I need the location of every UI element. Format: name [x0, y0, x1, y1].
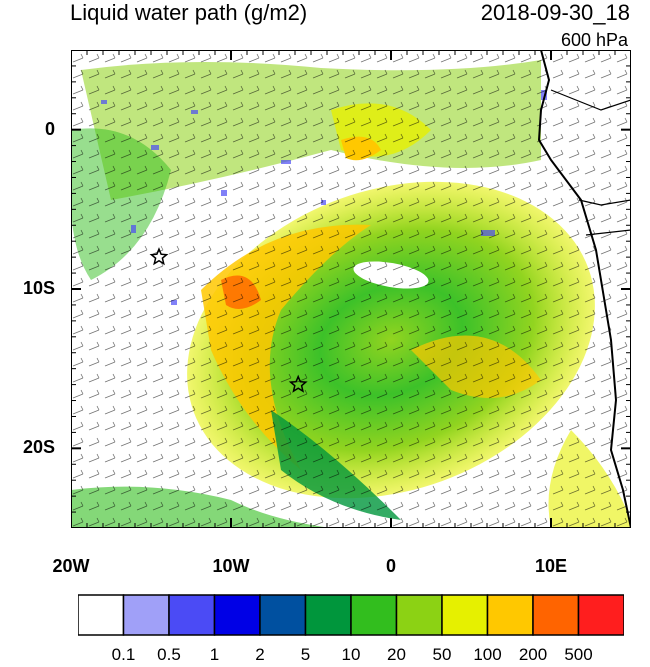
colorbar-swatch: [486, 594, 534, 636]
lat-tick-label: 0: [44, 118, 55, 139]
colorbar-swatch: [577, 594, 624, 636]
colorbar-swatch: [441, 594, 489, 636]
colorbar-label: 2: [255, 645, 265, 664]
star-marker-2: [288, 374, 308, 393]
colorbar-swatch: [350, 594, 398, 636]
colorbar-label: 200: [518, 645, 548, 664]
colorbar-label: 500: [564, 645, 593, 664]
colorbar-swatch: [168, 594, 216, 636]
colorbar-label: 0.5: [157, 645, 181, 664]
colorbar-swatch: [395, 594, 443, 636]
colorbar-swatch: [78, 594, 125, 636]
colorbar: [78, 594, 624, 636]
colorbar-label: 0.1: [111, 645, 136, 664]
lon-tick-label: 0: [385, 556, 397, 576]
lwp-field: [71, 50, 631, 528]
star-marker-1: [149, 247, 169, 266]
colorbar-swatch: [532, 594, 580, 636]
marker-layer: [149, 247, 308, 393]
lon-tick-label: 10W: [212, 556, 250, 576]
colorbar-swatch: [304, 594, 352, 636]
map-datetime: 2018-09-30_18: [480, 0, 630, 25]
colorbar-swatch: [122, 594, 170, 636]
lon-tick-label: 20W: [52, 556, 90, 576]
lon-tick-label: 10E: [534, 556, 568, 576]
colorbar-label: 50: [432, 645, 452, 664]
colorbar-label: 10: [341, 645, 361, 664]
colorbar-label: 20: [387, 645, 406, 664]
lat-tick-label: 20S: [22, 437, 55, 458]
colorbar-swatch: [259, 594, 307, 636]
colorbar-label: 1: [209, 645, 220, 664]
lat-tick-label: 10S: [22, 278, 55, 298]
colorbar-swatch: [213, 594, 261, 636]
colorbar-label: 5: [300, 645, 311, 664]
map-panel: [70, 49, 632, 529]
map-title: Liquid water path (g/m2): [70, 0, 308, 25]
pressure-level: 600 hPa: [560, 30, 628, 50]
map-plot: [70, 49, 632, 529]
colorbar-label: 100: [473, 645, 502, 664]
